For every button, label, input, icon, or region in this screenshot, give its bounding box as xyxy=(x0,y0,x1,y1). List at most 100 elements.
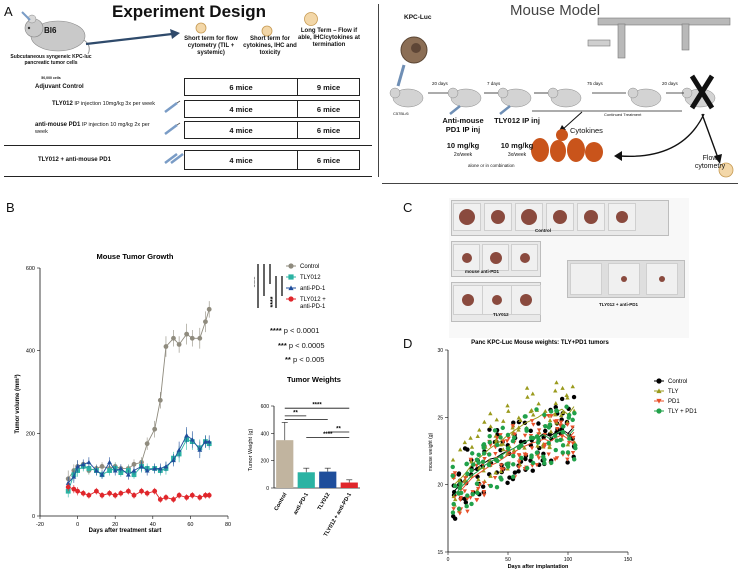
growth-xlabel: Days after treatment start xyxy=(89,528,162,534)
growth-data-point xyxy=(144,468,150,473)
mw-data-point xyxy=(554,419,560,424)
mw-data-point xyxy=(560,385,565,390)
mw-data-point xyxy=(573,443,578,448)
sig-label-1: **** xyxy=(254,276,259,287)
interval-4: 20 days xyxy=(662,81,678,86)
cytokines-label: Cytokines xyxy=(570,126,603,135)
growth-data-point xyxy=(163,495,169,500)
mw-data-point xyxy=(488,473,493,478)
mw-legend-marker xyxy=(656,398,662,404)
mw-data-point xyxy=(480,484,486,489)
mw-data-point xyxy=(464,461,469,467)
weight-category-label: Control xyxy=(274,492,289,512)
mw-data-point xyxy=(560,450,565,455)
mw-data-point xyxy=(458,481,463,487)
divider-line-3 xyxy=(382,183,738,184)
growth-data-point xyxy=(189,492,195,498)
mw-data-point xyxy=(481,493,487,498)
weight-bar xyxy=(276,440,294,488)
weight-chart-title: Tumor Weights xyxy=(287,375,341,384)
drug1-name: Anti-mouse PD1 IP inj xyxy=(442,116,484,134)
growth-data-point xyxy=(107,468,112,473)
panel-label-d: D xyxy=(403,336,413,351)
cell-tly012-long: 6 mice xyxy=(297,100,360,118)
mw-data-point xyxy=(516,415,521,420)
growth-x-tick-label: 60 xyxy=(187,522,193,528)
growth-data-point xyxy=(171,335,176,341)
mw-data-point xyxy=(465,471,470,476)
tumor-sample xyxy=(459,209,475,225)
growth-data-point xyxy=(206,492,212,498)
mw-data-point xyxy=(464,504,469,509)
mw-data-point xyxy=(524,385,530,390)
mw-legend-label: Control xyxy=(668,379,687,385)
mw-data-point xyxy=(499,463,504,468)
growth-data-point xyxy=(94,488,99,494)
mw-data-point xyxy=(554,456,560,461)
col-header-cytokines: Short term for cytokines, IHC and toxici… xyxy=(243,36,297,56)
mw-data-point xyxy=(554,438,560,443)
interval-2: 7 days xyxy=(487,81,501,86)
mw-data-point xyxy=(542,444,547,449)
growth-x-tick-label: -20 xyxy=(36,522,44,528)
mw-data-point xyxy=(498,435,503,440)
cell-antipd1-long: 6 mice xyxy=(297,121,360,139)
mw-data-point xyxy=(506,436,511,441)
growth-data-point xyxy=(157,497,163,502)
legend-marker xyxy=(288,296,294,302)
mw-data-point xyxy=(481,490,487,494)
mw-data-point xyxy=(453,497,458,502)
growth-data-point xyxy=(184,495,190,500)
mw-data-point xyxy=(560,443,566,448)
divider-line-1 xyxy=(4,145,372,146)
mouse-weight-ylabel: mouse weight (g) xyxy=(428,432,434,471)
mw-data-point xyxy=(469,468,474,473)
mw-data-point xyxy=(470,492,475,497)
divider-line-2 xyxy=(4,176,372,177)
photo-label-tly012: TLY012 xyxy=(493,312,509,317)
mw-data-point xyxy=(468,495,473,500)
growth-y-tick-label: 400 xyxy=(26,349,35,355)
mw-data-point xyxy=(560,410,566,414)
mw-data-point xyxy=(570,450,576,455)
mw-data-point xyxy=(572,457,577,462)
growth-x-tick-label: 80 xyxy=(225,522,231,528)
mw-data-point xyxy=(468,457,473,462)
mw-data-point xyxy=(505,446,511,451)
tumor-sample xyxy=(462,294,474,306)
panel-label-c: C xyxy=(403,200,413,215)
mw-data-point xyxy=(553,412,558,417)
mw-data-point xyxy=(525,394,530,399)
growth-data-point xyxy=(206,306,212,312)
weight-ylabel: Tumor Weight (g) xyxy=(248,429,254,472)
mw-data-point xyxy=(565,457,570,462)
growth-data-point xyxy=(131,492,137,498)
mw-data-point xyxy=(488,424,493,429)
tumor-sample xyxy=(489,251,502,264)
mw-data-point xyxy=(558,420,564,425)
drug1-dose: 10 mg/kg xyxy=(446,141,480,150)
mw-data-point xyxy=(546,452,551,457)
mw-data-point xyxy=(518,418,523,423)
mw-mean-line xyxy=(453,429,575,496)
growth-data-point xyxy=(157,466,163,471)
growth-data-point xyxy=(176,492,182,498)
mw-data-point xyxy=(536,432,541,437)
row-label-control: Adjuvant Control xyxy=(35,84,84,90)
mw-data-point xyxy=(543,408,548,413)
mw-data-point xyxy=(546,414,551,418)
bl6-mouse-illustration xyxy=(21,11,90,55)
mw-data-point xyxy=(543,428,548,434)
mw-data-point xyxy=(492,475,498,480)
tumor-sample xyxy=(553,210,567,224)
mw-data-point xyxy=(481,443,486,448)
weight-category-label: anti-PD-1 xyxy=(293,492,310,516)
mw-data-point xyxy=(570,417,575,423)
mw-data-point xyxy=(530,460,536,466)
cell-control-short: 6 mice xyxy=(184,78,298,96)
growth-data-point xyxy=(144,441,150,447)
cell-count: 50,000 cells xyxy=(41,76,61,80)
mw-data-point xyxy=(519,455,524,461)
mw-x-tick-label: 100 xyxy=(564,557,573,563)
mw-data-point xyxy=(493,451,498,456)
